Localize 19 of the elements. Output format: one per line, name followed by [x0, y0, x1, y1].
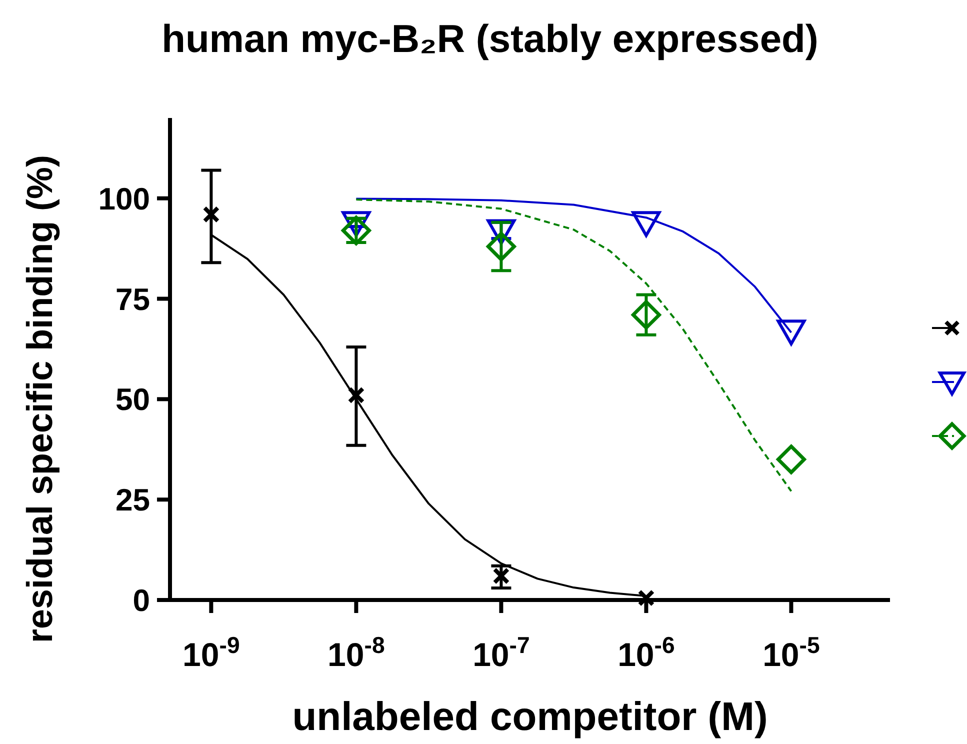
y-axis-title: residual specific binding (%) [19, 154, 60, 644]
chart-title: human myc-B₂R (stably expressed) [162, 18, 818, 61]
x-tick-label: 10$^{-6}$ [618, 632, 675, 673]
y-tick-label: 75 [116, 282, 150, 317]
point [776, 444, 806, 474]
y-tick-label: 100 [98, 181, 150, 216]
point [631, 300, 661, 330]
y-tick-label: 50 [116, 382, 150, 418]
x-tick-label: 10$^{-8}$ [328, 632, 385, 673]
x-axis-title: unlabeled competitor (M) [292, 695, 768, 739]
point [341, 216, 371, 246]
y-tick-label: 0 [132, 583, 150, 618]
x-tick-label: 10$^{-5}$ [762, 632, 820, 673]
point [486, 232, 516, 262]
y-tick-label: 25 [116, 482, 150, 518]
point [776, 320, 806, 346]
point [632, 211, 661, 237]
x-tick-label: 10$^{-9}$ [182, 632, 240, 673]
x-tick-label: 10$^{-7}$ [472, 632, 530, 673]
